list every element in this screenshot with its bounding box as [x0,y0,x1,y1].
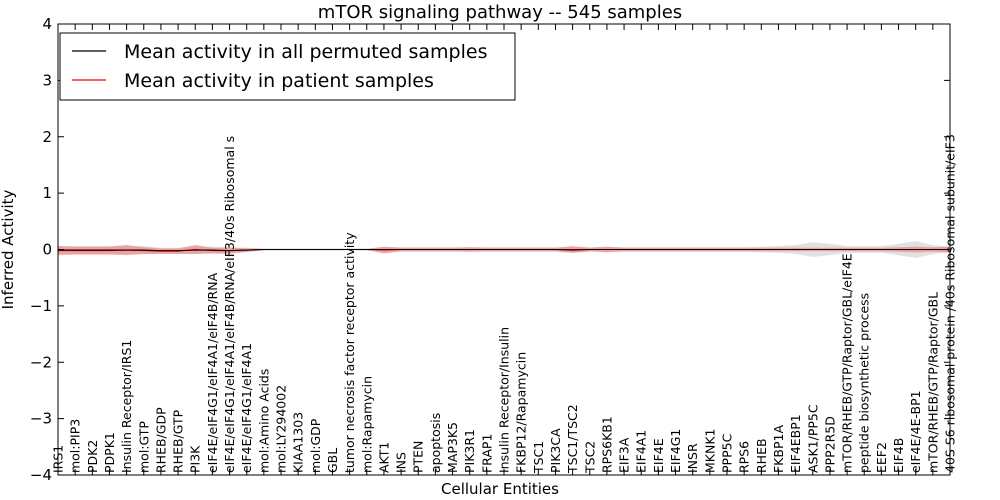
y-tick-label: −2 [30,353,52,371]
legend-box [59,32,516,101]
x-tick-label: GBL [325,448,340,473]
x-tick-label: eIF4E/4E-BP1 [908,390,923,473]
x-tick-label: PIK3R1 [462,429,477,473]
x-tick-label: RPS6 [737,441,752,473]
x-tick-label: INS [394,452,409,473]
x-tick-label: PPP2R5D [822,416,837,473]
x-tick-label: RPS6KB1 [599,416,614,473]
x-tick-label: EIF4B [891,438,906,473]
x-tick-label: ASK1/PP5C [805,404,820,473]
x-tick-label: MAP3K5 [445,422,460,473]
y-tick-label: 2 [42,128,52,146]
x-tick-label: AKT1 [376,442,391,473]
x-tick-label: EIF4E [651,438,666,473]
x-tick-label: FKBP1A [771,425,786,473]
x-tick-label: Insulin Receptor/Insulin [497,327,512,473]
x-tick-label: mol:PIP3 [68,419,83,473]
x-tick-label: RHEB [754,438,769,473]
x-tick-label: Insulin Receptor/IRS1 [119,340,134,473]
x-tick-label: 40S S6 ribosomal protein /40s Ribosomal … [943,134,958,473]
y-tick-label: 1 [42,184,52,202]
x-tick-label: mol:Rapamycin [359,376,374,473]
x-tick-label: IRS1 [51,445,66,473]
x-tick-label: mTOR/RHEB/GTP/Raptor/GBL/eIF4E [840,253,855,473]
x-tick-label: PDK2 [85,440,100,473]
x-tick-label: mol:LY294002 [274,385,289,473]
x-tick-label: PPP5C [720,433,735,473]
x-tick-label: mol:GTP [136,421,151,473]
x-tick-label: mTOR/RHEB/GTP/Raptor/GBL [925,292,940,473]
chart-title: mTOR signaling pathway -- 545 samples [318,2,682,23]
x-tick-label: EIF3A [617,437,632,473]
series-line-0 [58,248,950,252]
x-tick-label: FRAP1 [479,434,494,473]
x-tick-label: EIF4A1 [634,430,649,473]
x-tick-label: PI3K [188,445,203,473]
x-tick-label: eIF4E/eIF4G1/eIF4A1 [239,343,254,473]
y-axis-label: Inferred Activity [0,189,17,309]
x-tick-label: RHEB/GTP [171,409,186,473]
x-tick-label: EIF4EBP1 [788,414,803,473]
x-tick-label: FKBP12/Rapamycin [514,352,529,473]
x-tick-label: TSC1/TSC2 [565,404,580,474]
legend-label-patient: Mean activity in patient samples [124,70,434,92]
x-tick-label: mol:Amino Acids [256,369,271,473]
x-tick-label: PDPK1 [102,432,117,473]
x-tick-label: eIF4E/eIF4G1/eIF4A1/eIF4B/RNA/eIF3/40s R… [222,136,237,473]
y-tick-label: 3 [42,71,52,89]
x-tick-label: KIAA1303 [291,412,306,473]
x-tick-label: mol:GDP [308,418,323,473]
x-tick-label: PTEN [411,441,426,473]
series-band-1 [58,244,950,256]
x-tick-label: eIF4E/eIF4G1/eIF4A1/eIF4B/RNA [205,272,220,473]
y-tick-label: −4 [30,466,52,484]
y-tick-label: 0 [42,241,52,259]
x-tick-label: EEF2 [874,442,889,473]
x-axis-label: Cellular Entities [441,480,559,498]
x-tick-label: INSR [685,443,700,473]
x-tick-label: RHEB/GDP [153,407,168,473]
legend: Mean activity in all permuted samples Me… [59,32,516,101]
x-tick-label: peptide biosynthetic process [857,293,872,473]
x-tick-label: TSC1 [531,441,546,474]
x-tick-label: PIK3CA [548,428,563,473]
x-tick-label: apoptosis [428,413,443,473]
x-tick-label: MKNK1 [702,429,717,473]
y-tick-label: 4 [42,15,52,33]
legend-label-permuted: Mean activity in all permuted samples [124,41,487,63]
x-tick-label: tumor necrosis factor receptor activity [342,232,357,473]
y-tick-label: −1 [30,297,52,315]
x-tick-label: TSC2 [582,441,597,474]
x-tick-label: EIF4G1 [668,429,683,473]
y-tick-label: −3 [30,410,52,428]
